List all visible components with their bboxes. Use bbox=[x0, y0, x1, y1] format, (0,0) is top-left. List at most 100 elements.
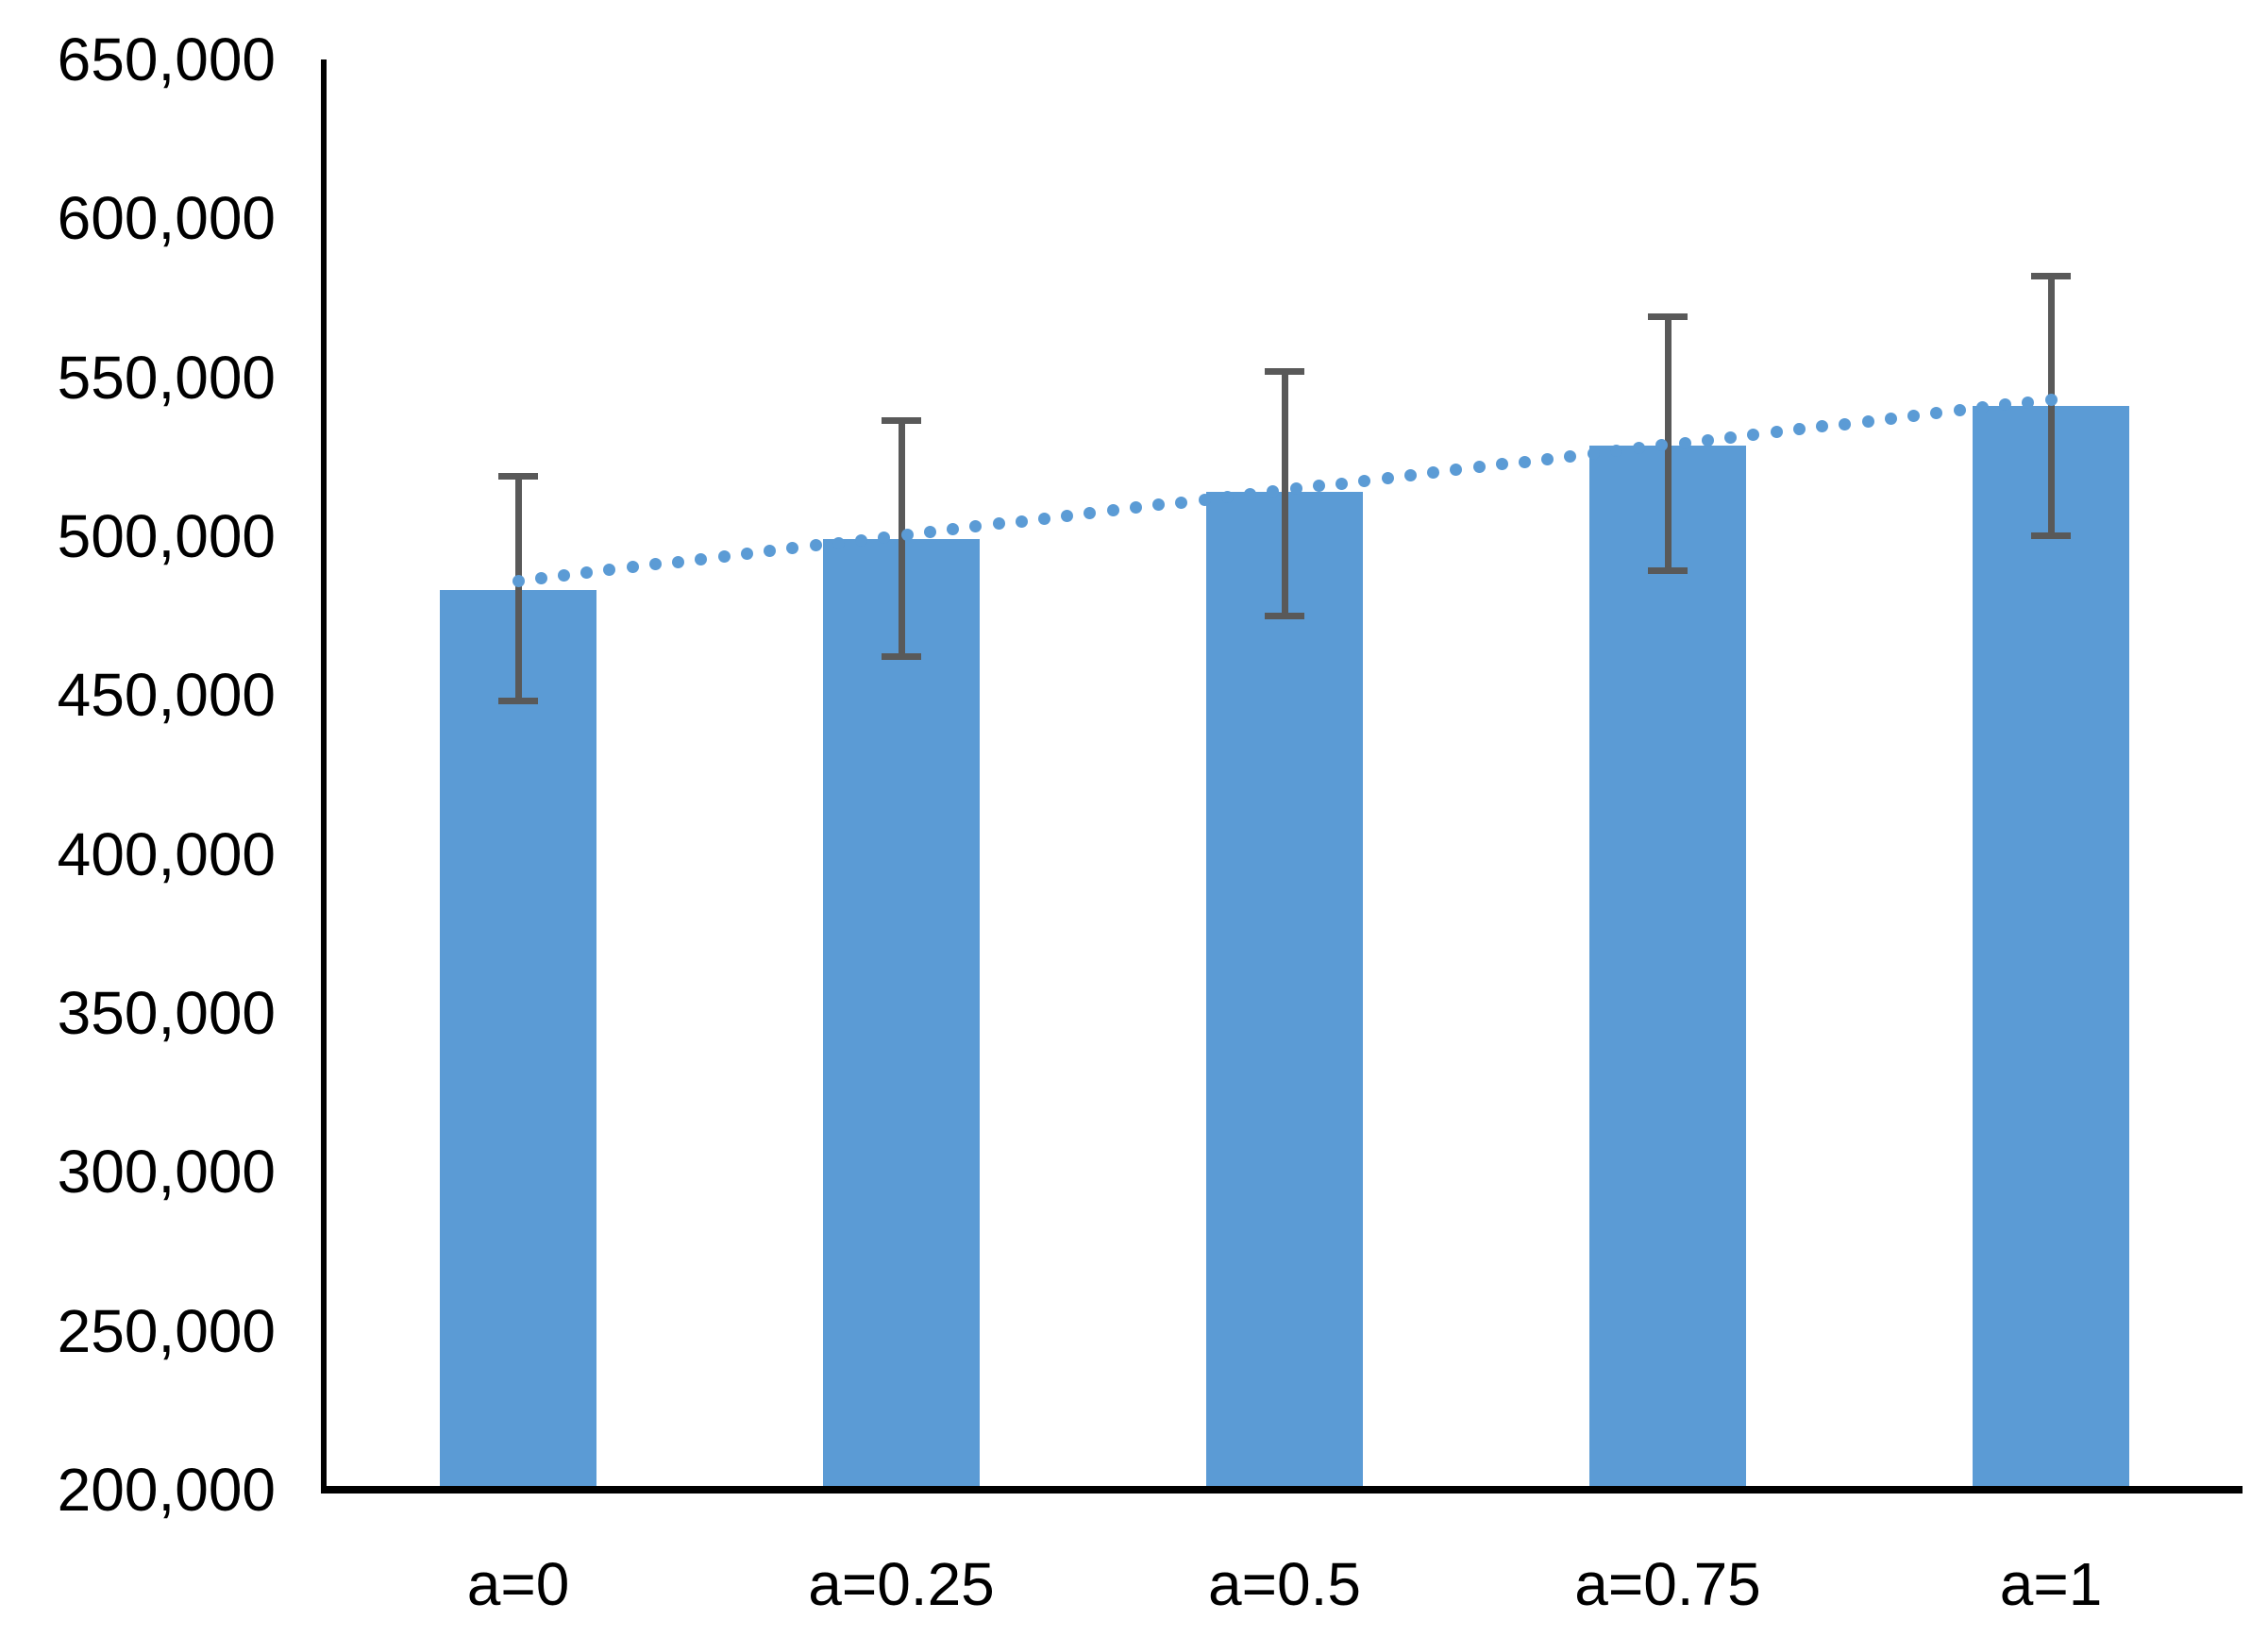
trendline-dot bbox=[1381, 471, 1394, 484]
trendline-dot bbox=[992, 517, 1005, 531]
trendline-dot bbox=[2044, 393, 2058, 406]
trendline-dot bbox=[1678, 436, 1691, 449]
error-bar-cap bbox=[2031, 532, 2071, 540]
trendline-dot bbox=[1816, 420, 1829, 433]
trendline-dot bbox=[1701, 433, 1714, 447]
error-bar-line bbox=[1281, 367, 1288, 619]
bar-a=1 bbox=[1973, 405, 2129, 1490]
trendline-dot bbox=[1519, 455, 1531, 468]
trendline-dot bbox=[717, 549, 731, 563]
bar-a=0.25 bbox=[823, 539, 980, 1490]
error-bar-line bbox=[2047, 272, 2055, 540]
trendline-dot bbox=[740, 547, 753, 560]
trendline-dot bbox=[1861, 414, 1874, 428]
x-category-label: a=1 bbox=[1999, 1550, 2103, 1618]
error-bar-cap bbox=[1648, 567, 1688, 575]
x-category-label: a=0.75 bbox=[1574, 1550, 1761, 1618]
y-tick-label: 550,000 bbox=[57, 343, 276, 412]
trendline-dot bbox=[764, 545, 777, 558]
trendline-dot bbox=[832, 536, 845, 549]
error-bar-cap bbox=[1265, 367, 1304, 375]
trendline-dot bbox=[1358, 474, 1371, 487]
trendline-dot bbox=[1999, 398, 2012, 412]
error-bar-cap bbox=[498, 698, 538, 705]
trendline-dot bbox=[580, 566, 594, 580]
trendline-dot bbox=[1106, 504, 1119, 517]
y-tick-label: 650,000 bbox=[57, 25, 276, 93]
trendline-dot bbox=[1427, 466, 1440, 480]
plot-area bbox=[321, 59, 2243, 1494]
trendline-dot bbox=[1609, 445, 1622, 458]
trendline-dot bbox=[1015, 515, 1028, 528]
bar-a=0 bbox=[440, 590, 596, 1490]
trendline-dot bbox=[1403, 468, 1417, 481]
trendline-dot bbox=[1267, 485, 1280, 498]
trendline-dot bbox=[603, 564, 616, 577]
trendline-dot bbox=[1884, 412, 1897, 425]
trendline-dot bbox=[1495, 458, 1508, 471]
trendline-dot bbox=[1175, 496, 1188, 509]
y-axis-line bbox=[321, 59, 327, 1494]
trendline-dot bbox=[1244, 487, 1257, 500]
x-category-label: a=0 bbox=[466, 1550, 570, 1618]
trendline-dot bbox=[1633, 442, 1646, 455]
x-category-label: a=0.25 bbox=[808, 1550, 995, 1618]
trendline-dot bbox=[626, 561, 639, 574]
bar-a=0.5 bbox=[1206, 491, 1363, 1490]
trendline-dot bbox=[1289, 482, 1302, 496]
trendline-dot bbox=[1975, 401, 1989, 414]
bar-a=0.75 bbox=[1589, 446, 1746, 1490]
error-bar-cap bbox=[498, 472, 538, 480]
trendline-dot bbox=[1930, 407, 1943, 420]
trendline-dot bbox=[534, 571, 547, 584]
trendline-dot bbox=[1198, 493, 1211, 506]
trendline-dot bbox=[557, 568, 570, 582]
error-bar-cap bbox=[1648, 313, 1688, 321]
trendline-dot bbox=[1472, 461, 1486, 474]
x-category-label: a=0.5 bbox=[1208, 1550, 1361, 1618]
trendline-dot bbox=[1953, 404, 1966, 417]
trendline-dot bbox=[1907, 409, 1921, 422]
error-bar-line bbox=[898, 416, 905, 661]
trendline-dot bbox=[923, 526, 936, 539]
y-tick-label: 450,000 bbox=[57, 661, 276, 730]
trendline-dot bbox=[1564, 449, 1577, 463]
trendline-dot bbox=[695, 552, 708, 565]
y-tick-label: 350,000 bbox=[57, 979, 276, 1047]
error-bar-cap bbox=[882, 653, 921, 661]
trendline-dot bbox=[1541, 452, 1554, 465]
trendline-dot bbox=[1129, 501, 1142, 515]
trendline-dot bbox=[1312, 480, 1325, 493]
trendline-dot bbox=[1336, 477, 1349, 490]
trendline-dot bbox=[1220, 490, 1234, 503]
trendline-dot bbox=[1152, 498, 1166, 512]
trendline-dot bbox=[786, 542, 799, 555]
trendline-dot bbox=[512, 574, 525, 587]
y-tick-label: 400,000 bbox=[57, 819, 276, 888]
error-bar-cap bbox=[2031, 272, 2071, 279]
trendline-dot bbox=[1061, 509, 1074, 522]
trendline-dot bbox=[900, 528, 914, 541]
trendline-dot bbox=[1770, 426, 1783, 439]
trendline-dot bbox=[1450, 464, 1463, 477]
error-bar-line bbox=[1664, 313, 1672, 575]
trendline-dot bbox=[969, 520, 983, 533]
trendline-dot bbox=[1037, 512, 1050, 525]
error-bar-cap bbox=[1265, 612, 1304, 619]
trendline-dot bbox=[809, 539, 822, 552]
y-tick-label: 500,000 bbox=[57, 502, 276, 570]
trendline-dot bbox=[855, 533, 868, 547]
trendline-dot bbox=[1655, 439, 1669, 452]
trendline-dot bbox=[1587, 447, 1600, 461]
error-bar-cap bbox=[882, 416, 921, 424]
error-bar-line bbox=[514, 472, 522, 705]
trendline-dot bbox=[648, 558, 662, 571]
trendline-dot bbox=[1792, 423, 1806, 436]
trendline-dot bbox=[1724, 430, 1738, 444]
trendline-dot bbox=[947, 523, 960, 536]
trendline-dot bbox=[2022, 396, 2035, 409]
y-tick-label: 200,000 bbox=[57, 1456, 276, 1524]
y-tick-label: 250,000 bbox=[57, 1296, 276, 1365]
trendline-dot bbox=[1084, 507, 1097, 520]
